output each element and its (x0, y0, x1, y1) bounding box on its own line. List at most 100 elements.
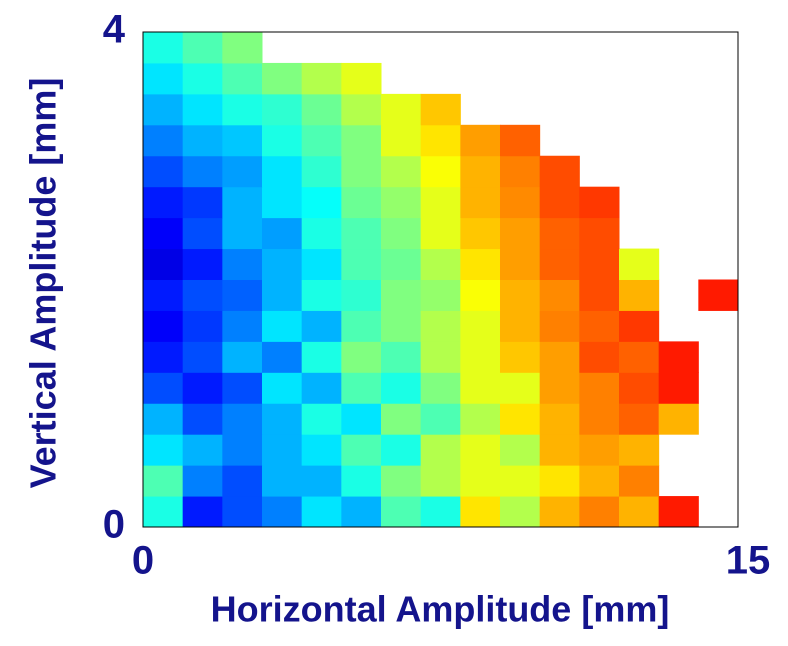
heat-cell (143, 279, 184, 311)
heat-cell (182, 279, 223, 311)
heat-cell (619, 310, 660, 342)
heat-cell (420, 372, 461, 404)
heat-cell (301, 496, 342, 528)
heat-cell (579, 341, 620, 373)
heat-cell (143, 62, 184, 95)
heat-cell (539, 372, 580, 404)
heat-cell (301, 217, 342, 250)
heat-cell (262, 124, 303, 157)
heat-cell (301, 93, 342, 126)
heat-cell (619, 496, 660, 528)
heat-cell (262, 434, 303, 466)
heat-cell (182, 248, 223, 280)
heat-cell (262, 372, 303, 404)
heat-cell (143, 434, 184, 466)
heat-cell (460, 465, 501, 497)
heat-cell (500, 465, 541, 497)
heat-cell (222, 248, 263, 280)
heat-cell (579, 434, 620, 466)
heat-cell (539, 434, 580, 466)
heat-cell (381, 217, 422, 250)
heat-cell (262, 403, 303, 435)
heat-cell (658, 372, 699, 404)
heat-cell (143, 310, 184, 342)
heat-cell (420, 310, 461, 342)
heat-cell (301, 248, 342, 280)
heat-cell (381, 434, 422, 466)
heat-cell (460, 217, 501, 250)
heat-cell (460, 248, 501, 280)
heat-cell (500, 372, 541, 404)
heat-cell (182, 434, 223, 466)
heat-cell (341, 496, 382, 528)
heat-cell (341, 310, 382, 342)
heat-cell (262, 62, 303, 95)
heat-cell (301, 124, 342, 157)
heat-cell (143, 124, 184, 157)
heat-cell (500, 434, 541, 466)
heat-cell (579, 248, 620, 280)
heat-cell (619, 465, 660, 497)
heat-cell (341, 279, 382, 311)
heat-cell (262, 279, 303, 311)
heat-cell (341, 434, 382, 466)
heat-cell (143, 155, 184, 188)
x-axis-label: Horizontal Amplitude [mm] (211, 589, 670, 630)
heat-cell (341, 124, 382, 157)
heat-cell (539, 310, 580, 342)
heat-cell (658, 403, 699, 435)
heat-cell (262, 217, 303, 250)
heat-cell (658, 496, 699, 528)
heat-cell (579, 217, 620, 250)
heat-cell (341, 62, 382, 95)
heat-cell (301, 465, 342, 497)
y-tick-label: 4 (103, 8, 126, 52)
heat-cell (539, 217, 580, 250)
heat-cell (460, 124, 501, 157)
heat-cell (420, 465, 461, 497)
heat-cell (222, 186, 263, 219)
heat-cell (460, 403, 501, 435)
heat-cell (182, 217, 223, 250)
heat-cell (301, 310, 342, 342)
heat-cell (579, 496, 620, 528)
heat-cell (500, 496, 541, 528)
heat-cell (539, 403, 580, 435)
heat-cell (420, 217, 461, 250)
heat-cell (420, 341, 461, 373)
heat-cell (262, 248, 303, 280)
heat-cell (539, 341, 580, 373)
heat-cell (222, 403, 263, 435)
heat-cell (341, 155, 382, 188)
heat-cell (262, 341, 303, 373)
heat-cell (182, 155, 223, 188)
heat-cell (143, 496, 184, 528)
heat-cell (341, 465, 382, 497)
heat-cell (500, 217, 541, 250)
heat-cell (262, 465, 303, 497)
heat-cell (222, 217, 263, 250)
heat-cell (301, 186, 342, 219)
heat-cell (222, 496, 263, 528)
heat-cell (460, 372, 501, 404)
x-tick-label: 15 (726, 539, 771, 583)
heat-cell (381, 341, 422, 373)
heat-cell (500, 403, 541, 435)
heat-cell (301, 155, 342, 188)
heat-cell (460, 155, 501, 188)
heat-cell (222, 124, 263, 157)
heat-cell (143, 186, 184, 219)
y-axis-label: Vertical Amplitude [mm] (23, 78, 64, 489)
heat-cell (182, 310, 223, 342)
heat-cell (301, 403, 342, 435)
heat-cell (301, 372, 342, 404)
heat-cell (222, 62, 263, 95)
heat-cell (579, 186, 620, 219)
heat-cell (301, 341, 342, 373)
plot-frame (142, 31, 739, 528)
heat-cell (143, 465, 184, 497)
heat-cell (420, 279, 461, 311)
heat-cell (420, 434, 461, 466)
heat-cell (222, 465, 263, 497)
heat-cell (182, 62, 223, 95)
